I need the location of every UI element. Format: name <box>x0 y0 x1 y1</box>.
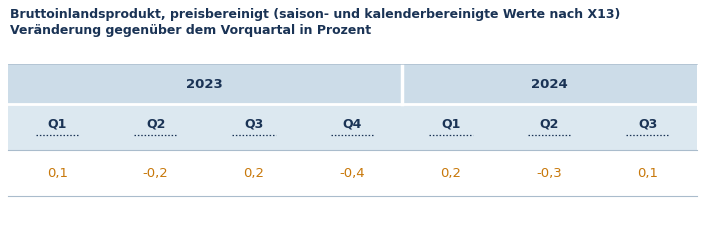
Text: -0,3: -0,3 <box>537 167 562 180</box>
Text: 0,1: 0,1 <box>637 167 658 180</box>
Text: Q3: Q3 <box>638 117 657 130</box>
Text: Q3: Q3 <box>245 117 264 130</box>
Bar <box>8 65 697 104</box>
Text: 2024: 2024 <box>531 78 568 91</box>
Text: -0,2: -0,2 <box>143 167 168 180</box>
Text: Q1: Q1 <box>441 117 460 130</box>
Text: Veränderung gegenüber dem Vorquartal in Prozent: Veränderung gegenüber dem Vorquartal in … <box>10 24 371 37</box>
Text: 0,2: 0,2 <box>243 167 264 180</box>
Text: 2023: 2023 <box>187 78 223 91</box>
Text: Q2: Q2 <box>539 117 559 130</box>
Text: Q2: Q2 <box>146 117 166 130</box>
Text: Bruttoinlandsprodukt, preisbereinigt (saison- und kalenderbereinigte Werte nach : Bruttoinlandsprodukt, preisbereinigt (sa… <box>10 8 620 21</box>
Text: -0,4: -0,4 <box>340 167 365 180</box>
Text: Q1: Q1 <box>47 117 67 130</box>
Bar <box>8 104 697 150</box>
Text: 0,1: 0,1 <box>47 167 68 180</box>
Text: Q4: Q4 <box>343 117 362 130</box>
Text: 0,2: 0,2 <box>441 167 462 180</box>
